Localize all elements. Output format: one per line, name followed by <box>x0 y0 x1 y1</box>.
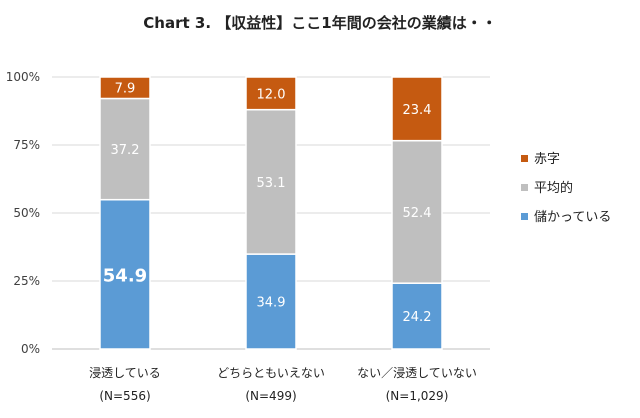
legend-swatch <box>521 184 528 191</box>
data-label: 37.2 <box>111 143 140 158</box>
bar-segment <box>245 76 297 111</box>
legend-swatch <box>521 155 528 162</box>
y-tick-label: 100% <box>6 70 40 84</box>
data-label: 24.2 <box>403 310 432 325</box>
data-label: 52.4 <box>403 206 432 221</box>
legend-label: 赤字 <box>534 152 560 167</box>
bar-segment <box>99 76 151 100</box>
y-tick-label: 0% <box>21 342 40 356</box>
legend-label: 儲かっている <box>534 210 611 225</box>
y-tick-label: 75% <box>13 138 40 152</box>
bar-segment <box>245 253 297 350</box>
y-tick-label: 25% <box>13 274 40 288</box>
x-category-label: ない／浸透していない <box>357 366 477 380</box>
data-label: 7.9 <box>115 82 136 97</box>
bar-segment <box>99 97 151 201</box>
bar-segment <box>99 198 151 350</box>
data-label: 23.4 <box>403 103 432 118</box>
data-label: 54.9 <box>103 265 147 286</box>
x-category-label: どちらともいえない <box>217 366 325 380</box>
legend-label: 平均的 <box>534 180 573 196</box>
legend-swatch <box>521 213 528 220</box>
bar-segment <box>391 76 443 142</box>
x-category-label: 浸透している <box>89 366 161 380</box>
data-label: 12.0 <box>257 87 286 102</box>
x-category-n-label: (N=1,029) <box>386 389 449 403</box>
chart-title: Chart 3. 【収益性】ここ1年間の会社の業績は・・ <box>143 14 497 32</box>
x-category-n-label: (N=556) <box>99 389 150 403</box>
data-label: 53.1 <box>257 176 286 191</box>
y-tick-label: 50% <box>13 206 40 220</box>
x-category-n-label: (N=499) <box>245 389 296 403</box>
data-label: 34.9 <box>257 296 286 311</box>
